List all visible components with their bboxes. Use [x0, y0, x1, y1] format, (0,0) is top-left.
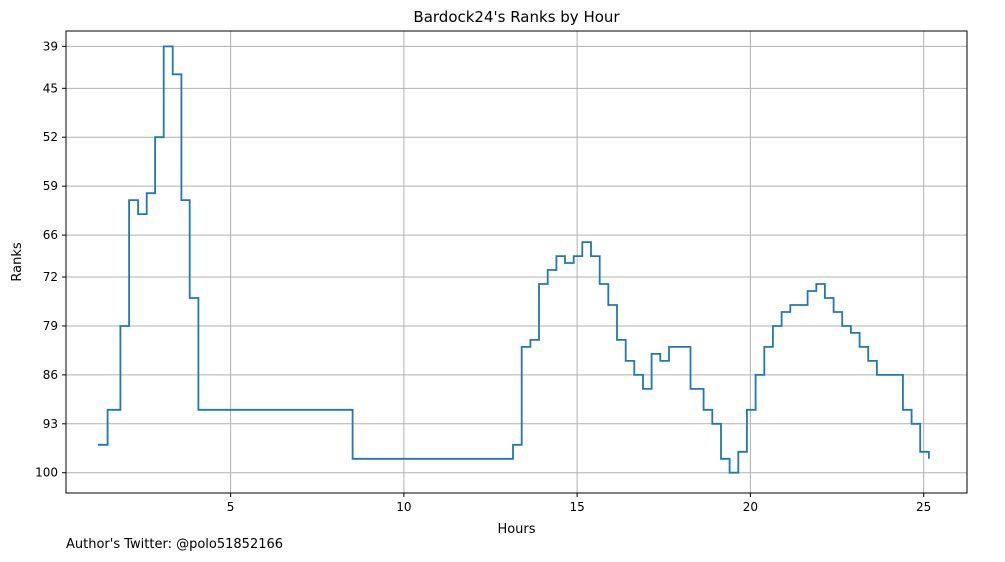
- x-axis-ticks: 5 10 15 20 25: [227, 493, 931, 514]
- x-tick-label: 25: [916, 500, 931, 514]
- y-tick-label: 86: [43, 368, 58, 382]
- grid-lines: [66, 31, 967, 493]
- x-axis-label: Hours: [497, 522, 535, 537]
- y-axis-ticks: 39 45 52 59 66 72 79 86 93 100: [35, 39, 66, 480]
- y-tick-label: 59: [43, 179, 58, 193]
- chart-title: Bardock24's Ranks by Hour: [413, 8, 620, 26]
- y-tick-label: 93: [43, 417, 58, 431]
- x-tick-label: 15: [570, 500, 585, 514]
- y-tick-label: 52: [43, 130, 58, 144]
- plot-frame: [65, 30, 968, 494]
- author-annotation: Author's Twitter: @polo51852166: [66, 537, 284, 552]
- y-tick-label: 39: [43, 39, 58, 53]
- y-tick-label: 72: [43, 270, 58, 284]
- y-tick-label: 100: [35, 466, 58, 480]
- y-tick-label: 45: [43, 81, 58, 95]
- x-tick-label: 10: [396, 500, 411, 514]
- y-axis-label: Ranks: [10, 242, 25, 281]
- x-tick-label: 5: [227, 500, 235, 514]
- rank-step-line: [97, 45, 930, 474]
- x-tick-label: 20: [743, 500, 758, 514]
- y-tick-label: 66: [43, 228, 58, 242]
- y-tick-label: 79: [43, 319, 58, 333]
